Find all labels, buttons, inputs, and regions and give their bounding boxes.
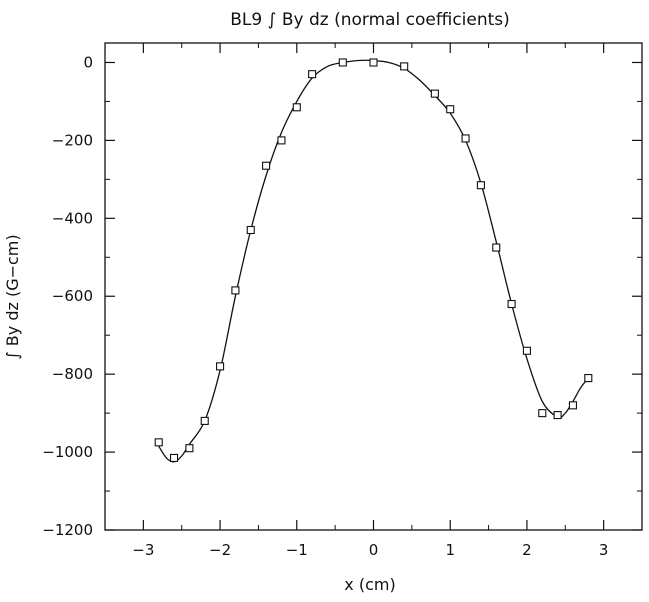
plot-frame — [104, 42, 643, 531]
y-tick-label: −600 — [52, 287, 93, 305]
y-axis-label: ∫ By dz (G−cm) — [3, 234, 22, 359]
data-point — [584, 374, 593, 383]
x-tick-label: −1 — [286, 541, 308, 559]
x-tick-label: 3 — [599, 541, 609, 559]
data-point — [308, 70, 317, 79]
data-point — [430, 89, 439, 98]
chart-title: BL9 ∫ By dz (normal coefficients) — [230, 10, 510, 30]
data-point — [262, 161, 271, 170]
x-tick-label: −3 — [132, 541, 154, 559]
data-point — [369, 58, 378, 67]
x-tick-label: 1 — [445, 541, 455, 559]
data-point — [461, 134, 470, 143]
y-tick-label: −1000 — [42, 443, 93, 461]
data-point — [492, 243, 501, 252]
data-point — [568, 401, 578, 410]
data-point — [200, 416, 209, 425]
data-point — [400, 62, 409, 71]
x-tick-label: 2 — [522, 541, 532, 559]
y-tick-label: −1200 — [42, 521, 93, 539]
x-tick-label: 0 — [369, 541, 379, 559]
data-point — [169, 453, 179, 462]
data-point — [507, 299, 516, 309]
data-point — [292, 103, 301, 112]
data-point — [216, 362, 225, 371]
data-point — [154, 438, 163, 447]
axes — [104, 42, 643, 531]
x-tick-label: −2 — [209, 541, 231, 559]
y-tick-label: −800 — [52, 365, 93, 383]
data-point — [277, 136, 286, 145]
data-point — [446, 105, 455, 114]
y-tick-label: 0 — [83, 53, 93, 71]
data-point — [538, 409, 547, 418]
data-point — [522, 346, 531, 355]
data-point — [185, 444, 194, 453]
series — [154, 58, 593, 463]
y-tick-label: −400 — [52, 209, 93, 227]
data-point — [476, 181, 485, 190]
y-tick-label: −200 — [52, 131, 93, 149]
fit-curve — [158, 59, 589, 463]
ticks: −3 −2 −1 0 1 2 3 0 −200 −400 −600 −800 −1000 −1200 — [42, 43, 643, 559]
data-point — [246, 225, 255, 235]
x-axis-label: x (cm) — [344, 575, 395, 594]
data-point — [553, 411, 562, 420]
data-point — [338, 58, 347, 67]
data-point — [231, 286, 240, 295]
